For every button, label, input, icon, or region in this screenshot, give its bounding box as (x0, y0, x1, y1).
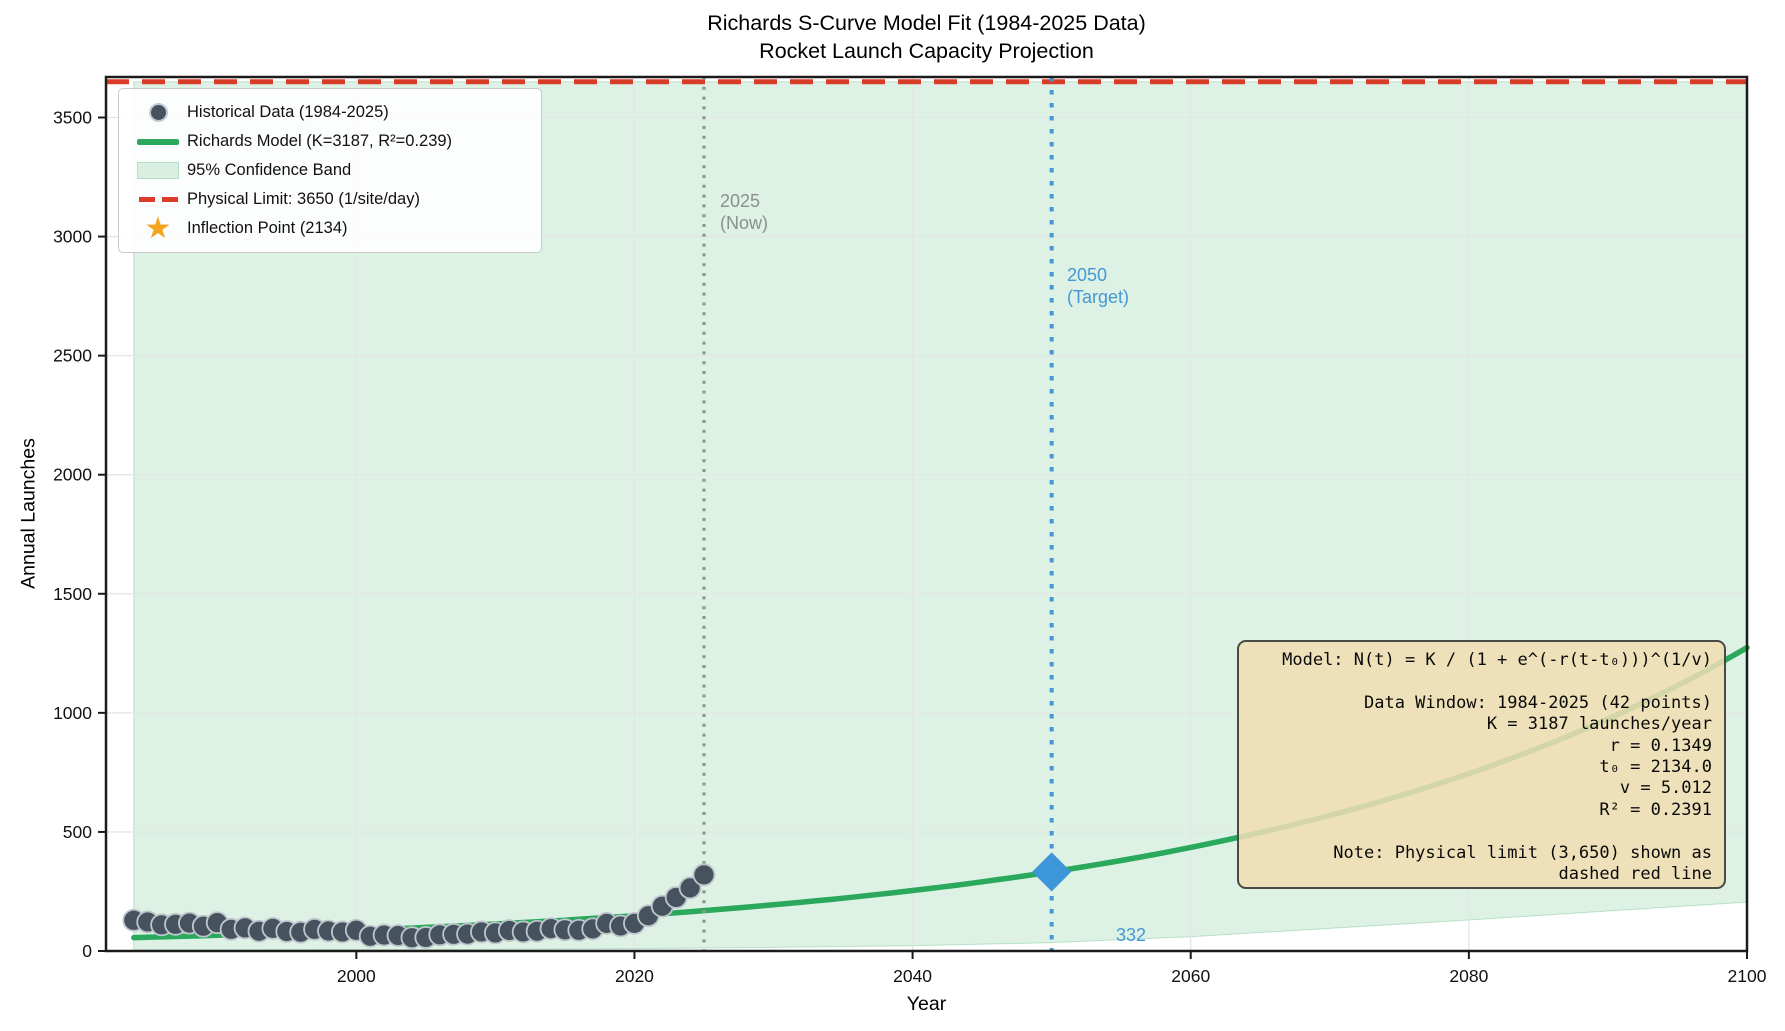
target-line-label: 2050 (Target) (1067, 265, 1130, 307)
svg-text:2080: 2080 (1449, 966, 1488, 986)
legend-item-richards-model: Richards Model (K=3187, R²=0.239) (129, 127, 531, 156)
historical-data-points (122, 863, 716, 950)
axes-frame (104, 75, 1749, 953)
target-diamond-marker (1032, 852, 1072, 892)
svg-text:2060: 2060 (1171, 966, 1210, 986)
dashed-line-swatch-icon (129, 196, 187, 203)
legend-label: Richards Model (K=3187, R²=0.239) (187, 132, 453, 150)
svg-text:2020: 2020 (615, 966, 654, 986)
legend-item-historical-data: Historical Data (1984-2025) (129, 98, 531, 127)
legend-item-inflection-point: ★ Inflection Point (2134) (129, 210, 531, 246)
tick-labels: 2000 2020 2040 2060 2080 2100 0 500 1000 1500 2000… (53, 107, 1767, 986)
svg-text:0: 0 (82, 941, 92, 961)
svg-text:1500: 1500 (53, 584, 92, 604)
svg-text:1000: 1000 (53, 703, 92, 723)
y-axis-label: Annual Launches (17, 438, 40, 589)
svg-text:2500: 2500 (53, 346, 92, 366)
svg-text:2000: 2000 (337, 966, 376, 986)
legend: Historical Data (1984-2025) Richards Mod… (118, 88, 542, 253)
legend-label: Historical Data (1984-2025) (187, 103, 389, 121)
svg-text:500: 500 (63, 822, 92, 842)
svg-text:2000: 2000 (53, 465, 92, 485)
band-patch-swatch-icon (129, 162, 187, 179)
legend-label: Physical Limit: 3650 (1/site/day) (187, 190, 420, 208)
svg-text:2040: 2040 (893, 966, 932, 986)
model-annotation-box: Model: N(t) = K / (1 + e^(-r(t-t₀)))^(1/… (1237, 640, 1726, 889)
scatter-dot-swatch-icon (129, 103, 187, 122)
legend-item-physical-limit: Physical Limit: 3650 (1/site/day) (129, 185, 531, 214)
svg-text:2100: 2100 (1728, 966, 1767, 986)
legend-item-confidence-band: 95% Confidence Band (129, 156, 531, 185)
chart-title: Richards S-Curve Model Fit (1984-2025 Da… (106, 9, 1747, 65)
model-line-swatch-icon (129, 138, 187, 145)
legend-label: 95% Confidence Band (187, 161, 352, 179)
tick-marks (98, 116, 1748, 959)
now-line-label: 2025 (Now) (720, 191, 768, 233)
vertical-marker-lines (702, 77, 1054, 951)
star-swatch-icon: ★ (144, 210, 172, 246)
svg-text:3500: 3500 (53, 107, 92, 127)
legend-label: Inflection Point (2134) (187, 219, 348, 237)
svg-text:3000: 3000 (53, 227, 92, 247)
x-axis-label: Year (906, 993, 947, 1015)
chart-title-line2: Rocket Launch Capacity Projection (759, 39, 1094, 63)
chart-title-line1: Richards S-Curve Model Fit (1984-2025 Da… (707, 11, 1146, 35)
target-value-label: 332 (1116, 925, 1147, 945)
